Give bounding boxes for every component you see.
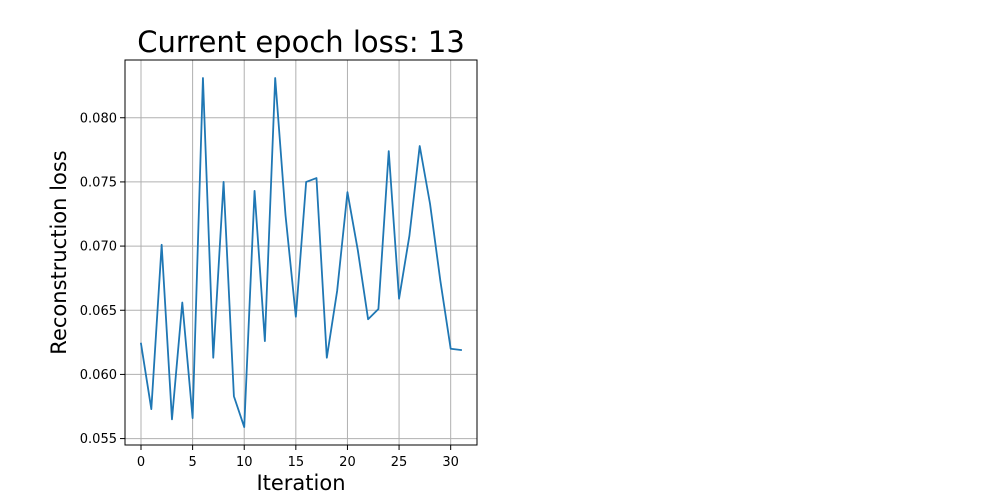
y-tick-label: 0.055 (80, 432, 117, 447)
x-tick-label: 20 (339, 455, 356, 470)
grid (125, 60, 477, 445)
x-axis-label: Iteration (256, 471, 345, 495)
x-tick-label: 10 (236, 455, 253, 470)
y-tick-label: 0.065 (80, 304, 117, 319)
loss-series-line (139, 77, 463, 428)
x-tick-label: 15 (288, 455, 305, 470)
series-layer (139, 77, 463, 428)
y-tick-label: 0.070 (80, 240, 117, 255)
x-tick-label: 25 (391, 455, 408, 470)
x-tick-label: 30 (442, 455, 459, 470)
x-tick-label: 0 (137, 455, 145, 470)
x-tick-label: 5 (188, 455, 196, 470)
y-tick-label: 0.080 (80, 111, 117, 126)
plot-frame (124, 59, 478, 446)
y-axis-label: Reconstruction loss (47, 150, 71, 354)
y-tick-label: 0.060 (80, 368, 117, 383)
y-tick-label: 0.075 (80, 175, 117, 190)
chart-title: Current epoch loss: 13 (137, 25, 465, 59)
axis-ticks: 0 5 10 15 20 25 30 0.055 0.060 0.065 0.070 0.075 0.0… (80, 111, 459, 470)
